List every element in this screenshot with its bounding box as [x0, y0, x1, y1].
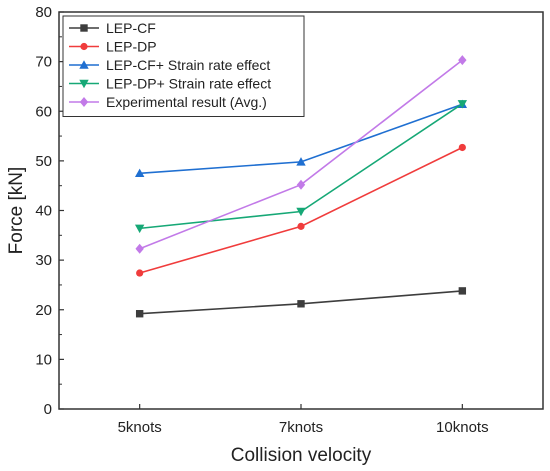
legend-box	[62, 15, 305, 117]
y-tick-label: 0	[44, 401, 52, 418]
x-axis-title: Collision velocity	[231, 445, 372, 466]
series-3	[134, 99, 468, 177]
data-point	[457, 100, 468, 109]
y-tick-label: 40	[35, 203, 52, 220]
plot-area-frame	[58, 11, 544, 410]
data-point	[134, 224, 145, 234]
series-5	[135, 55, 467, 254]
data-point	[458, 143, 466, 152]
data-point	[458, 287, 467, 295]
axis-ticks: 0 10 20 30 40 50 60 70 80 5knots 7knots 10knots	[35, 4, 488, 436]
data-point	[135, 243, 144, 254]
legend-label: LEP-DP+ Strain rate effect	[106, 76, 271, 92]
data-point	[135, 310, 144, 318]
legend-marker	[80, 24, 88, 32]
legend-marker	[79, 79, 89, 89]
y-tick-label: 10	[35, 351, 52, 368]
legend-marker	[79, 60, 89, 69]
y-tick-label: 30	[35, 252, 52, 269]
data-point	[296, 179, 306, 190]
data-point	[297, 222, 305, 230]
series-1	[135, 287, 467, 318]
legend-label: LEP-DP	[106, 39, 157, 55]
data-point	[296, 157, 306, 166]
y-axis-title: Force [kN]	[6, 167, 27, 255]
y-tick-label: 70	[35, 54, 52, 71]
legend-label: Experimental result (Avg.)	[106, 94, 267, 110]
x-tick-label: 5knots	[118, 419, 162, 436]
x-tick-label: 7knots	[279, 419, 323, 436]
y-tick-label: 60	[35, 103, 52, 120]
data-point	[458, 55, 467, 66]
x-tick-label: 10knots	[436, 419, 489, 436]
data-point	[297, 300, 305, 308]
y-tick-label: 50	[35, 153, 52, 170]
legend: LEP-CF LEP-DP LEP-CF+ Strain rate effect LE…	[62, 15, 305, 117]
data-point	[134, 168, 145, 177]
data-point	[136, 269, 144, 277]
legend-label: LEP-CF	[106, 20, 156, 36]
series-4	[134, 100, 468, 234]
series-layer	[134, 55, 468, 318]
legend-label: LEP-CF+ Strain rate effect	[106, 57, 270, 73]
y-tick-label: 80	[35, 4, 52, 21]
legend-marker	[80, 42, 88, 51]
series-2	[136, 143, 466, 277]
legend-item: LEP-CF+ Strain rate effect	[69, 57, 270, 73]
data-point	[296, 207, 306, 217]
legend-item: LEP-DP	[69, 39, 157, 55]
legend-marker	[79, 97, 89, 107]
legend-item: LEP-CF	[69, 20, 156, 36]
legend-item: Experimental result (Avg.)	[69, 94, 267, 110]
legend-item: LEP-DP+ Strain rate effect	[69, 76, 271, 92]
y-tick-label: 20	[35, 302, 52, 319]
